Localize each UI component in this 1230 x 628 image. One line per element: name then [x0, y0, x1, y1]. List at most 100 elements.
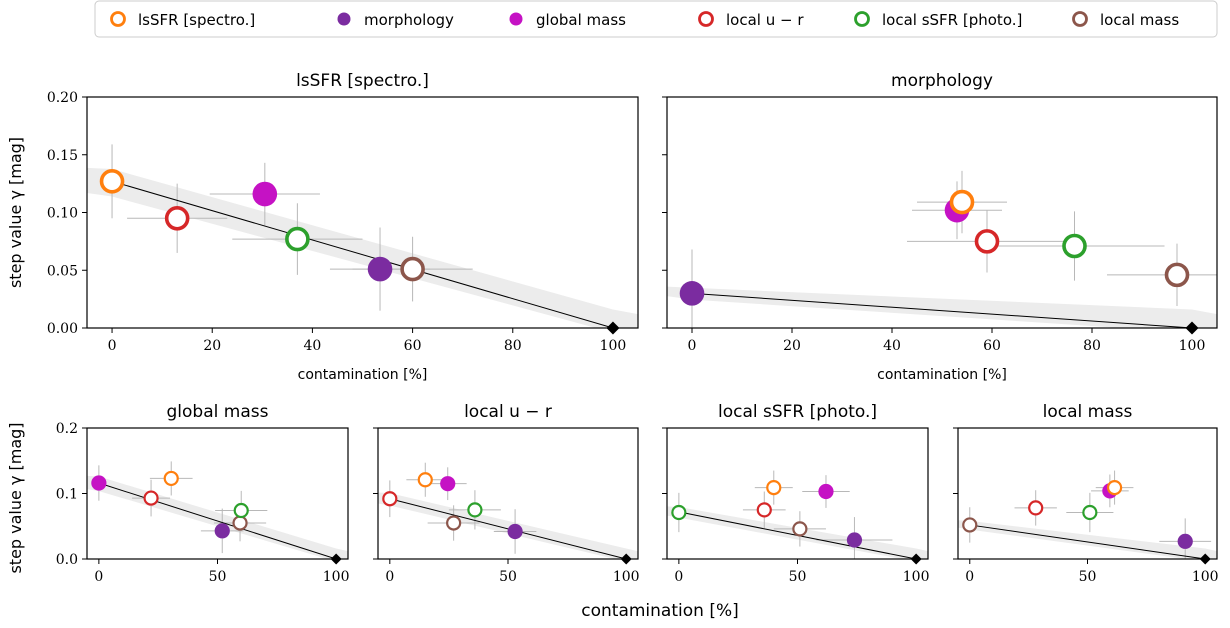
shared-ylabel: step value γ [mag] [6, 422, 25, 573]
panel-title: morphology [891, 71, 993, 91]
x-tick-label: 100 [613, 569, 640, 585]
uncertainty-band [378, 492, 638, 559]
panel-local-ssfr-photo: 0 50 100 local sSFR [photo.] [662, 402, 930, 585]
y-tick-label: 0.0 [56, 552, 78, 568]
x-tick-label: 50 [789, 569, 807, 585]
panel-morphology: 0 20 40 60 80 100 morphology contamination [%] [662, 71, 1218, 383]
point-local-ssfr-photo [285, 226, 310, 252]
point-local-u-r [382, 491, 398, 507]
point-local-mass [446, 515, 462, 531]
x-tick-label: 40 [303, 338, 321, 354]
point-local-u-r [974, 229, 1000, 254]
point-local-mass [400, 256, 425, 282]
x-tick-label: 0 [965, 569, 974, 585]
y-tick-label: 0.10 [47, 206, 78, 222]
panel-local-u-r: 0 50 100 local u − r [373, 402, 640, 585]
panel-title: global mass [167, 402, 269, 422]
point-global-mass [818, 483, 834, 500]
point-morphology [507, 523, 523, 540]
panel-title: local sSFR [photo.] [718, 402, 877, 422]
x-tick-label: 80 [504, 338, 522, 354]
point-global-mass [252, 181, 278, 207]
point-morphology [1177, 533, 1193, 549]
fit-line [969, 524, 1206, 559]
uncertainty-band [87, 167, 638, 328]
legend-item-morphology: morphology [337, 11, 454, 29]
x-tick-label: 0 [94, 569, 103, 585]
point-local-mass [962, 517, 978, 533]
x-tick-label: 0 [674, 569, 683, 585]
y-tick-label: 0.15 [47, 148, 78, 164]
legend: lsSFR [spectro.] morphology global mass loc… [94, 0, 1218, 38]
x-tick-label: 100 [600, 338, 627, 354]
point-morphology [846, 532, 863, 548]
fit-line [98, 482, 337, 559]
point-local-ssfr-photo [467, 502, 483, 518]
fit-line [691, 292, 1193, 328]
plot-area [667, 170, 1217, 328]
legend-item-local-u-r: local u − r [698, 11, 804, 29]
x-tick-label: 60 [404, 338, 422, 354]
uncertainty-band [958, 520, 1217, 559]
plot-area [378, 462, 638, 559]
point-local-mass [232, 515, 248, 531]
legend-item-local-mass: local mass [1072, 11, 1179, 29]
point-lssfr-spectro [163, 470, 179, 487]
y-tick-label: 0.05 [47, 263, 78, 279]
point-local-mass [792, 521, 808, 537]
point-lssfr-spectro [99, 169, 125, 194]
x-tick-label: 0 [385, 569, 394, 585]
panel-title: local u − r [464, 402, 552, 422]
x-tick-label: 100 [323, 569, 350, 585]
point-local-ssfr-photo [671, 504, 687, 521]
legend-marker [337, 12, 351, 26]
legend-marker [698, 11, 714, 27]
point-lssfr-spectro [417, 472, 433, 488]
plot-area [87, 461, 348, 559]
point-local-u-r [164, 205, 190, 231]
x-tick-label: 50 [499, 569, 517, 585]
x-tick-label: 50 [1079, 569, 1097, 585]
panel-xlabel: contamination [%] [298, 367, 428, 383]
x-tick-label: 0 [108, 338, 117, 354]
y-tick-label: 0.00 [47, 321, 78, 337]
legend-label: morphology [364, 11, 454, 29]
panel-global-mass: 0 50 100 0.0 0.1 0.2 global mass [56, 402, 350, 585]
panel-local-mass: 0 50 100 local mass [953, 402, 1219, 585]
point-global-mass [440, 476, 456, 492]
point-local-ssfr-photo [1062, 233, 1087, 259]
legend-marker [509, 12, 523, 26]
plot-area [667, 470, 928, 559]
legend-marker [110, 11, 126, 27]
legend-frame [94, 0, 1218, 38]
point-local-u-r [756, 502, 772, 518]
point-local-u-r [1028, 500, 1044, 516]
legend-item-global-mass: global mass [509, 11, 626, 29]
point-global-mass [91, 475, 107, 491]
y-tick-label: 0.2 [56, 421, 78, 437]
x-tick-label: 20 [203, 338, 221, 354]
x-tick-label: 0 [688, 338, 697, 354]
x-tick-label: 50 [209, 569, 227, 585]
x-tick-label: 40 [883, 338, 901, 354]
legend-label: global mass [536, 11, 626, 29]
point-lssfr-spectro [766, 480, 782, 496]
point-local-u-r [143, 490, 159, 506]
point-morphology [367, 256, 393, 282]
legend-label: local sSFR [photo.] [882, 11, 1022, 29]
panel-title: local mass [1043, 402, 1133, 422]
axes-frame [377, 427, 639, 560]
panel-ylabel: step value γ [mag] [6, 137, 25, 288]
legend-label: lsSFR [spectro.] [138, 11, 255, 29]
x-tick-label: 60 [983, 338, 1001, 354]
point-morphology [679, 281, 705, 306]
y-tick-label: 0.1 [56, 487, 78, 503]
legend-marker [854, 11, 870, 27]
shared-xlabel: contamination [%] [581, 601, 738, 621]
point-local-ssfr-photo [233, 502, 249, 519]
x-tick-label: 100 [1179, 338, 1206, 354]
point-local-mass [1164, 262, 1190, 288]
plot-area [87, 144, 638, 328]
x-tick-label: 100 [1192, 569, 1219, 585]
